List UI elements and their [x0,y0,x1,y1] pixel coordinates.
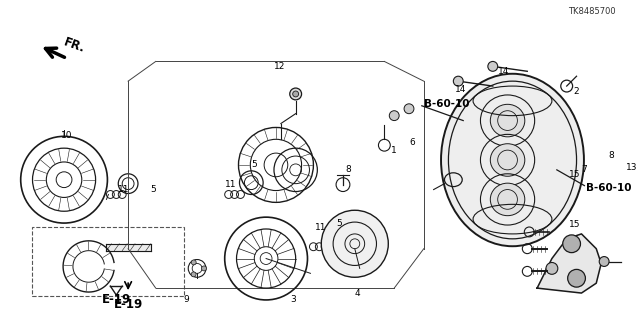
Polygon shape [106,244,151,251]
Text: FR.: FR. [62,36,87,56]
Circle shape [191,260,196,265]
Ellipse shape [490,183,525,216]
Text: 3: 3 [291,295,296,304]
Polygon shape [537,234,601,293]
Circle shape [389,111,399,121]
Text: B-60-10: B-60-10 [586,182,632,193]
Text: B-60-10: B-60-10 [424,99,469,109]
Text: 1: 1 [391,146,397,155]
Circle shape [488,62,498,71]
Circle shape [292,91,299,97]
Text: 11: 11 [316,223,327,232]
Circle shape [202,266,207,271]
Text: E-19: E-19 [113,298,143,311]
Text: 15: 15 [569,219,580,228]
Circle shape [453,76,463,86]
Text: 9: 9 [183,295,189,304]
Text: 13: 13 [626,163,637,172]
Ellipse shape [441,74,584,246]
Text: 15: 15 [569,170,580,179]
Text: 11: 11 [118,185,130,194]
Circle shape [191,272,196,277]
Circle shape [404,104,414,114]
Text: 4: 4 [355,289,360,298]
Ellipse shape [490,104,525,137]
Text: 2: 2 [573,86,579,95]
Text: 12: 12 [274,62,285,71]
Circle shape [290,88,301,100]
Bar [31,227,184,296]
Text: E-19: E-19 [102,293,131,307]
Text: 6: 6 [409,138,415,147]
Text: 5: 5 [150,185,156,194]
Circle shape [321,210,388,277]
Text: 8: 8 [345,165,351,174]
Text: 11: 11 [225,180,236,189]
Ellipse shape [490,144,525,176]
Text: TK8485700: TK8485700 [568,7,616,16]
Text: 14: 14 [498,67,509,76]
Text: 7: 7 [582,165,588,174]
Text: 5: 5 [336,219,342,227]
Circle shape [563,235,580,253]
Text: 14: 14 [455,85,467,93]
Circle shape [568,269,586,287]
Text: 8: 8 [608,151,614,160]
Text: 10: 10 [61,131,72,140]
Circle shape [599,256,609,266]
Text: 5: 5 [252,160,257,169]
Circle shape [546,263,558,274]
